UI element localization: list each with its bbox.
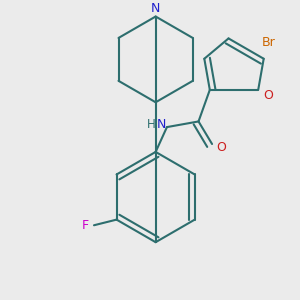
Text: O: O — [263, 89, 273, 102]
Text: N: N — [157, 118, 166, 131]
Text: H: H — [147, 118, 155, 131]
Text: O: O — [216, 141, 226, 154]
Text: N: N — [151, 2, 160, 15]
Text: Br: Br — [261, 36, 275, 50]
Text: F: F — [81, 219, 88, 232]
